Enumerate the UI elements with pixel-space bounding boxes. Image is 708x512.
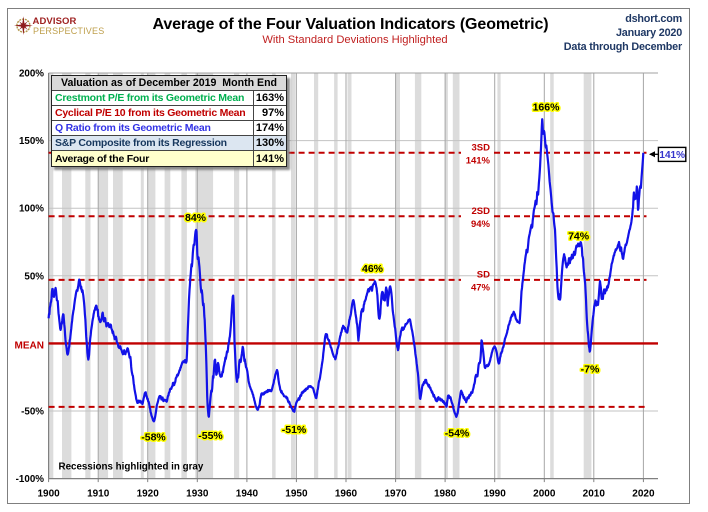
svg-text:1980: 1980 [434,489,457,500]
svg-text:2000: 2000 [533,489,556,500]
svg-text:2020: 2020 [632,489,655,500]
svg-text:-58%: -58% [141,432,166,444]
svg-text:74%: 74% [568,231,590,243]
svg-text:1920: 1920 [137,489,160,500]
svg-text:1960: 1960 [335,489,358,500]
svg-text:-7%: -7% [581,364,600,376]
svg-text:50%: 50% [24,271,44,282]
svg-text:1990: 1990 [484,489,507,500]
svg-text:1910: 1910 [87,489,110,500]
svg-text:2SD: 2SD [472,206,491,217]
svg-text:94%: 94% [471,219,491,230]
svg-text:2010: 2010 [583,489,606,500]
svg-text:200%: 200% [19,69,44,80]
svg-text:150%: 150% [19,136,44,147]
svg-text:-55%: -55% [198,430,223,442]
svg-text:-50%: -50% [21,407,44,418]
svg-text:141%: 141% [659,150,685,161]
svg-text:1900: 1900 [37,489,60,500]
svg-text:SD: SD [477,269,490,280]
svg-text:46%: 46% [362,263,384,275]
svg-text:MEAN: MEAN [15,341,44,352]
svg-text:-51%: -51% [282,424,307,436]
svg-text:84%: 84% [185,212,207,224]
svg-text:141%: 141% [466,155,491,166]
svg-text:1950: 1950 [285,489,308,500]
svg-text:166%: 166% [533,101,561,113]
svg-text:3SD: 3SD [472,142,491,153]
svg-text:47%: 47% [471,282,491,293]
svg-text:-100%: -100% [16,474,45,485]
svg-text:-54%: -54% [445,427,470,439]
svg-text:1930: 1930 [186,489,209,500]
svg-text:Recessions highlighted in gray: Recessions highlighted in gray [59,462,204,473]
svg-text:100%: 100% [19,204,44,215]
svg-text:1970: 1970 [384,489,407,500]
svg-text:1940: 1940 [236,489,259,500]
